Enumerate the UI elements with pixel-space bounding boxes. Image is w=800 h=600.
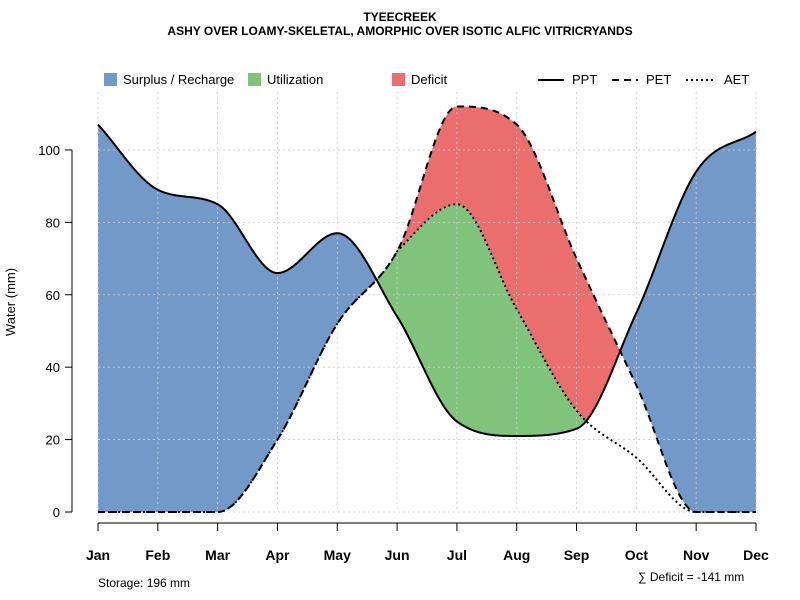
legend-deficit-swatch: [392, 73, 405, 86]
storage-note: Storage: 196 mm: [98, 576, 191, 590]
x-tick-label-mar: Mar: [205, 547, 230, 563]
legend-aet: AET: [686, 72, 749, 87]
legend-ppt-label: PPT: [572, 72, 598, 87]
y-tick-label-40: 40: [46, 360, 60, 375]
legend-pet: PET: [612, 72, 671, 87]
y-tick-label-80: 80: [46, 215, 60, 230]
ppt-line: [97, 123, 757, 437]
pet-line: [98, 105, 756, 513]
legend-deficit: Deficit: [392, 72, 447, 87]
legend-ppt-line: [538, 78, 564, 81]
x-tick-label-feb: Feb: [145, 547, 170, 563]
deficit-area: [98, 106, 756, 512]
utilization-area: [98, 204, 756, 513]
x-tick-label-sep: Sep: [564, 547, 590, 563]
x-tick-label-dec: Dec: [743, 547, 769, 563]
legend-surplus-swatch: [104, 73, 117, 86]
x-tick-label-jun: Jun: [385, 547, 410, 563]
x-tick-label-may: May: [324, 547, 351, 563]
x-tick-label-oct: Oct: [625, 547, 649, 563]
y-tick-label-20: 20: [46, 433, 60, 448]
y-tick-label-60: 60: [46, 288, 60, 303]
deficit-note: ∑ Deficit = -141 mm: [638, 570, 745, 584]
x-tick-label-jul: Jul: [447, 547, 467, 563]
y-tick-label-100: 100: [38, 143, 60, 158]
legend-utilization-label: Utilization: [267, 72, 324, 87]
legend-utilization: Utilization: [248, 72, 323, 87]
legend-surplus-label: Surplus / Recharge: [123, 72, 235, 87]
legend-ppt: PPT: [538, 72, 597, 87]
legend-surplus: Surplus / Recharge: [104, 72, 234, 87]
x-tick-label-jan: Jan: [86, 547, 110, 563]
chart-title: TYEECREEK: [363, 10, 437, 24]
legend-deficit-label: Deficit: [411, 72, 448, 87]
chart-subtitle: ASHY OVER LOAMY-SKELETAL, AMORPHIC OVER …: [167, 24, 633, 38]
surplus-area: [98, 124, 756, 512]
legend-utilization-swatch: [248, 73, 261, 86]
legend-pet-label: PET: [646, 72, 672, 87]
legend-aet-line: [686, 78, 716, 81]
x-tick-label-nov: Nov: [683, 547, 710, 563]
legend-aet-label: AET: [724, 72, 750, 87]
x-tick-label-apr: Apr: [265, 547, 290, 563]
aet-line: [98, 203, 756, 513]
y-axis-label: Water (mm): [3, 268, 18, 336]
y-tick-label-0: 0: [53, 505, 60, 520]
legend-pet-line: [612, 78, 638, 81]
x-tick-label-aug: Aug: [503, 547, 530, 563]
